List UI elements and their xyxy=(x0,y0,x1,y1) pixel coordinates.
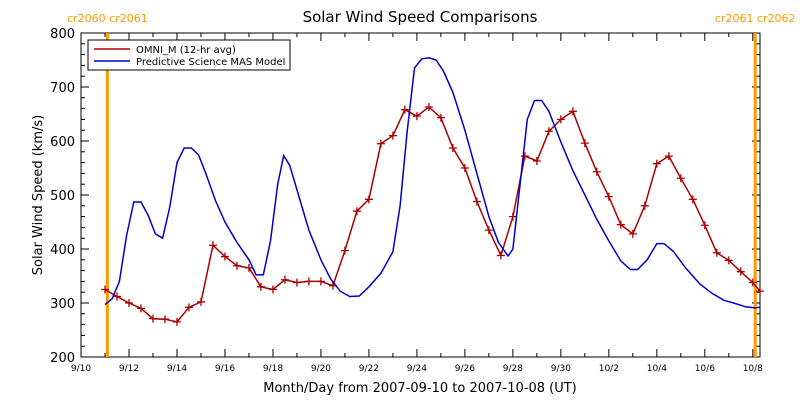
carrington-marker-label: cr2061 cr2062 xyxy=(715,12,796,25)
omni-data-point xyxy=(628,229,637,238)
y-tick-label: 700 xyxy=(50,81,75,96)
x-tick-label: 9/22 xyxy=(359,364,379,374)
omni-data-point xyxy=(268,285,277,294)
omni-data-point xyxy=(472,197,481,206)
omni-data-point xyxy=(388,131,397,140)
x-tick-label: 10/2 xyxy=(599,364,619,374)
y-tick-label: 200 xyxy=(50,351,75,366)
omni-data-point xyxy=(724,256,733,265)
omni-data-point xyxy=(700,221,709,230)
omni-data-point xyxy=(580,139,589,148)
legend-entry: Predictive Science MAS Model xyxy=(136,57,285,68)
omni-data-point xyxy=(508,212,517,221)
omni-data-point xyxy=(304,277,313,286)
x-tick-label: 9/12 xyxy=(119,364,139,374)
omni-data-point xyxy=(544,127,553,136)
omni-data-point xyxy=(136,304,145,313)
x-tick-label: 9/10 xyxy=(71,364,91,374)
x-tick-label: 9/18 xyxy=(263,364,283,374)
omni-data-point xyxy=(520,152,529,161)
omni-data-point xyxy=(412,112,421,121)
carrington-marker-label: cr2060 cr2061 xyxy=(67,12,148,25)
omni-data-point xyxy=(220,252,229,261)
omni-data-point xyxy=(208,241,217,250)
omni-data-point xyxy=(316,277,325,286)
omni-data-point xyxy=(736,267,745,276)
omni-data-point xyxy=(640,201,649,210)
y-tick-label: 400 xyxy=(50,243,75,258)
omni-data-point xyxy=(448,144,457,153)
omni-data-point xyxy=(568,107,577,116)
omni-data-point xyxy=(148,314,157,323)
omni-data-point xyxy=(532,156,541,165)
omni-data-point xyxy=(184,303,193,312)
x-tick-label: 9/28 xyxy=(503,364,523,374)
omni-data-point xyxy=(592,167,601,176)
x-tick-label: 9/26 xyxy=(455,364,475,374)
omni-data-point xyxy=(232,261,241,270)
omni-data-point xyxy=(712,248,721,257)
omni-data-point xyxy=(292,278,301,287)
x-tick-label: 10/6 xyxy=(695,364,715,374)
omni-data-point xyxy=(352,207,361,216)
y-tick-label: 300 xyxy=(50,297,75,312)
omni-data-point xyxy=(280,275,289,284)
x-tick-label: 9/24 xyxy=(407,364,427,374)
x-tick-label: 9/14 xyxy=(167,364,187,374)
omni-data-point xyxy=(496,251,505,260)
omni-data-point xyxy=(364,195,373,204)
omni-data-point xyxy=(616,220,625,229)
omni-data-point xyxy=(604,192,613,201)
omni-data-point xyxy=(424,102,433,111)
x-tick-label: 10/8 xyxy=(743,364,763,374)
omni-data-point xyxy=(124,299,133,307)
omni-data-point xyxy=(460,164,469,172)
legend-entry: OMNI_M (12-hr avg) xyxy=(136,45,236,56)
omni-series-line xyxy=(104,106,761,323)
x-tick-label: 9/30 xyxy=(551,364,571,374)
y-axis-label: Solar Wind Speed (km/s) xyxy=(31,115,46,275)
chart-title: Solar Wind Speed Comparisons xyxy=(303,8,538,26)
omni-data-point xyxy=(112,292,121,301)
omni-data-point xyxy=(484,226,493,235)
omni-data-point xyxy=(676,174,685,183)
omni-data-point xyxy=(748,278,757,287)
omni-data-point xyxy=(256,282,265,291)
x-tick-label: 9/20 xyxy=(311,364,331,374)
legend-box xyxy=(87,39,291,71)
omni-data-point xyxy=(688,195,697,204)
x-tick-label: 9/16 xyxy=(215,364,235,374)
omni-data-point xyxy=(196,297,205,306)
y-tick-label: 600 xyxy=(50,135,75,150)
omni-data-point xyxy=(664,152,673,161)
x-tick-label: 10/4 xyxy=(647,364,667,374)
mas-model-series-line xyxy=(104,57,761,309)
omni-data-point xyxy=(244,263,253,272)
omni-data-point xyxy=(376,139,385,148)
omni-data-point xyxy=(340,246,349,255)
omni-data-point xyxy=(652,159,661,168)
omni-data-point xyxy=(556,115,565,124)
omni-data-point xyxy=(436,113,445,122)
omni-data-point xyxy=(160,315,169,324)
omni-data-point xyxy=(172,317,181,326)
x-axis-label: Month/Day from 2007-09-10 to 2007-10-08 … xyxy=(263,381,576,396)
omni-data-point xyxy=(100,285,109,294)
plot-layer: 200 300 400 500 600 700 800 9/10 9/12 9/14 9/16 9/1… xyxy=(50,12,795,374)
y-tick-label: 500 xyxy=(50,189,75,204)
y-tick-label: 800 xyxy=(50,27,75,42)
omni-data-point xyxy=(756,287,764,296)
omni-data-point xyxy=(400,105,409,114)
